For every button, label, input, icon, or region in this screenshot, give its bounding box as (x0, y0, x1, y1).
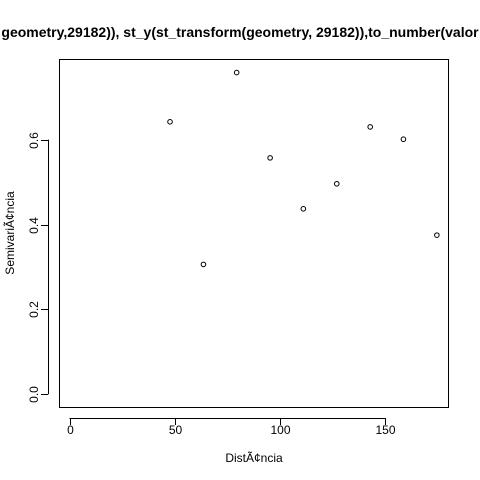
x-axis: 0 50 100 150 (67, 418, 396, 437)
x-tick-label: 100 (270, 423, 290, 437)
x-tick-label: 0 (67, 423, 74, 437)
data-point (333, 180, 340, 187)
y-tick-label: 0.4 (27, 217, 41, 234)
y-axis: 0.0 0.2 0.4 0.6 (27, 132, 49, 403)
data-point (167, 119, 173, 125)
plot-frame (59, 59, 449, 408)
data-points (167, 69, 440, 268)
y-tick-label: 0.6 (27, 132, 41, 149)
data-point (434, 232, 440, 238)
data-point (200, 261, 207, 268)
data-point (400, 136, 407, 143)
chart-title: geometry,29182)), st_y(st_transform(geom… (1, 24, 479, 40)
data-point (267, 155, 273, 161)
data-point (300, 206, 307, 212)
x-tick-label: 50 (169, 423, 183, 437)
data-point (233, 69, 240, 76)
x-tick-label: 150 (375, 423, 395, 437)
y-tick-label: 0.0 (27, 386, 41, 403)
y-tick-label: 0.2 (27, 301, 41, 318)
x-axis-label: DistÃ¢ncia (225, 451, 283, 465)
y-axis-label: SemivariÃ¢ncia (3, 191, 17, 275)
data-point (367, 124, 374, 130)
